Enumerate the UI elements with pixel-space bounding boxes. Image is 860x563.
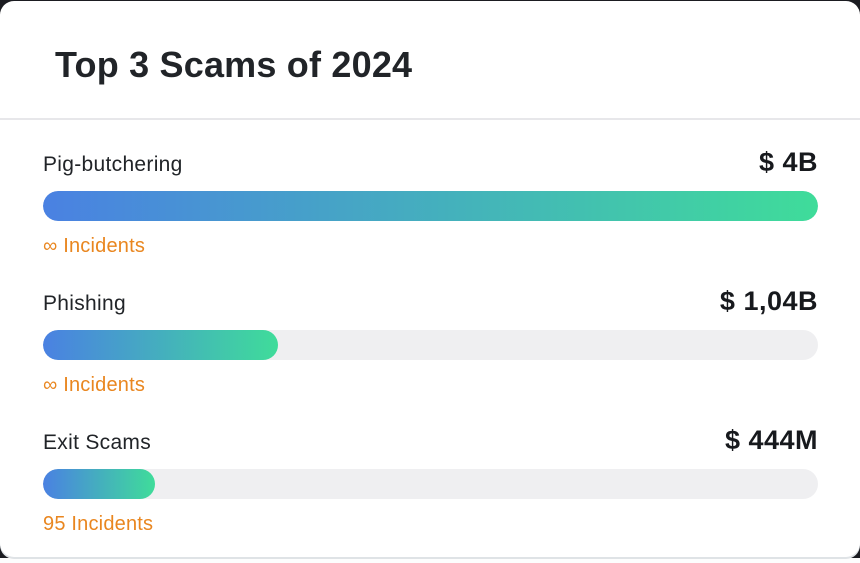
bar-fill	[43, 469, 156, 499]
incidents-label: 95 Incidents	[43, 513, 154, 535]
incidents-label: ∞ Incidents	[43, 235, 146, 257]
bar-fill	[43, 330, 278, 360]
card-header: Top 3 Scams of 2024	[0, 1, 860, 84]
scam-row-exit-scams: Exit Scams $ 444M 95 Incidents	[43, 425, 818, 537]
scam-row-phishing: Phishing $ 1,04B ∞ Incidents	[43, 286, 818, 398]
scam-amount: $ 1,04B	[719, 286, 818, 316]
scam-amount: $ 4B	[758, 147, 818, 177]
scam-label: Exit Scams	[43, 431, 152, 454]
row-header: Exit Scams $ 444M	[43, 425, 818, 459]
page-title: Top 3 Scams of 2024	[55, 44, 413, 85]
row-header: Phishing $ 1,04B	[43, 286, 818, 320]
scam-row-pig-butchering: Pig-butchering $ 4B ∞ Incidents	[43, 147, 818, 259]
scam-label: Phishing	[43, 292, 126, 315]
scam-amount: $ 444M	[724, 425, 818, 455]
bar-track	[43, 469, 818, 499]
bar-chart: Pig-butchering $ 4B ∞ Incidents Phishing…	[0, 147, 860, 537]
bar-track	[43, 330, 818, 360]
row-header: Pig-butchering $ 4B	[43, 147, 818, 181]
header-divider	[0, 118, 860, 120]
bar-track	[43, 191, 818, 221]
bar-fill	[43, 191, 818, 221]
scam-label: Pig-butchering	[43, 153, 183, 176]
incidents-label: ∞ Incidents	[43, 374, 146, 396]
